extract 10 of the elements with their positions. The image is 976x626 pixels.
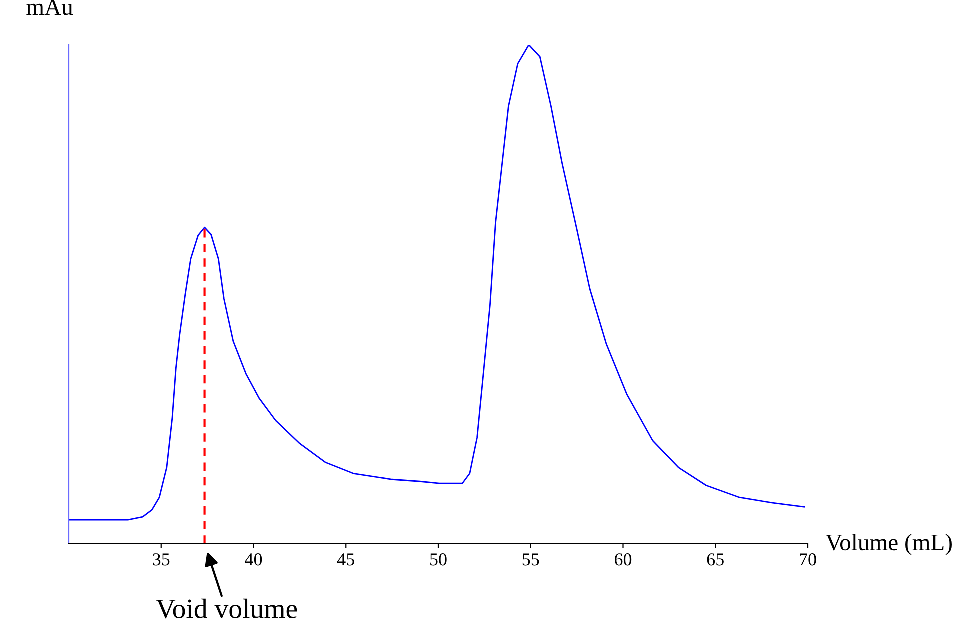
x-tick-label: 70 [800, 554, 816, 566]
x-tick-label: 45 [337, 554, 354, 566]
x-tick-label: 35 [153, 554, 170, 566]
annotation: Void volume [156, 598, 298, 619]
x-tick-label: 50 [430, 554, 447, 566]
x-axis-title: Volume (mL) [826, 534, 952, 556]
x-tick-label: 65 [707, 554, 724, 566]
x-tick-label: 60 [615, 554, 632, 566]
x-tick-label: 40 [245, 554, 262, 566]
x-tick-label: 55 [522, 554, 540, 566]
